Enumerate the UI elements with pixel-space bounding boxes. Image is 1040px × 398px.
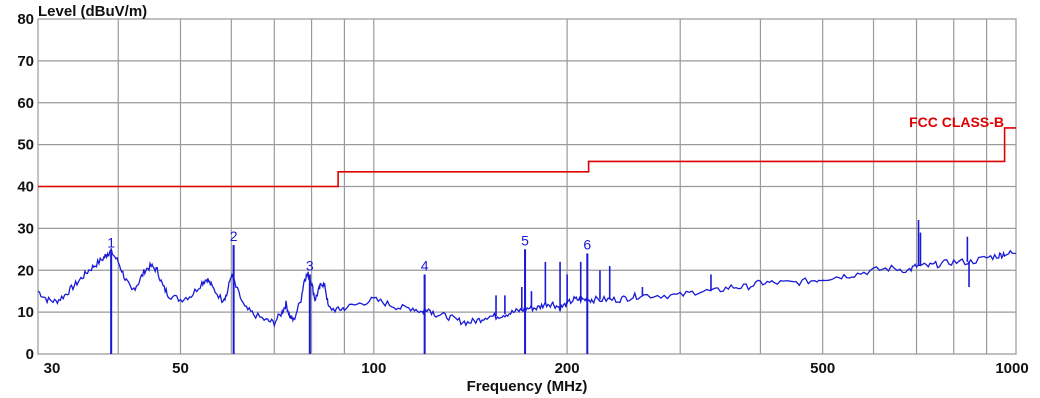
marker-label-3: 3 [306,257,314,273]
measurement-trace [37,248,1017,328]
y-tick-label: 50 [17,137,34,154]
x-tick-label: 1000 [995,360,1028,377]
marker-label-4: 4 [421,257,429,273]
x-tick-label: 500 [810,360,835,377]
x-tick-label: 30 [44,360,61,377]
marker-label-6: 6 [583,237,591,253]
y-tick-label: 70 [17,53,34,70]
marker-label-2: 2 [230,228,238,244]
y-tick-label: 60 [17,95,34,112]
x-tick-label: 100 [361,360,386,377]
y-tick-label: 40 [17,179,34,196]
limit-line-label: FCC CLASS-B [909,114,1004,130]
limit-line-group [38,127,1016,188]
limit-line [38,127,1016,188]
y-tick-label: 30 [17,220,34,237]
y-axis-title: Level (dBuV/m) [38,3,147,20]
axes-group: 0 10 20 30 40 50 60 70 80 30 50 100 200 500 1000 [17,11,1028,377]
marker-label-1: 1 [107,234,115,250]
grid [37,18,1017,355]
markers-group: 1 2 3 4 5 6 [107,228,591,354]
y-tick-label: 10 [17,304,34,321]
x-tick-label: 200 [555,360,580,377]
y-tick-label: 80 [17,11,34,28]
x-tick-label: 50 [172,360,189,377]
y-tick-label: 20 [17,262,34,279]
y-tick-label: 0 [26,346,34,363]
marker-label-5: 5 [521,232,529,248]
x-axis-title: Frequency (MHz) [467,378,588,395]
